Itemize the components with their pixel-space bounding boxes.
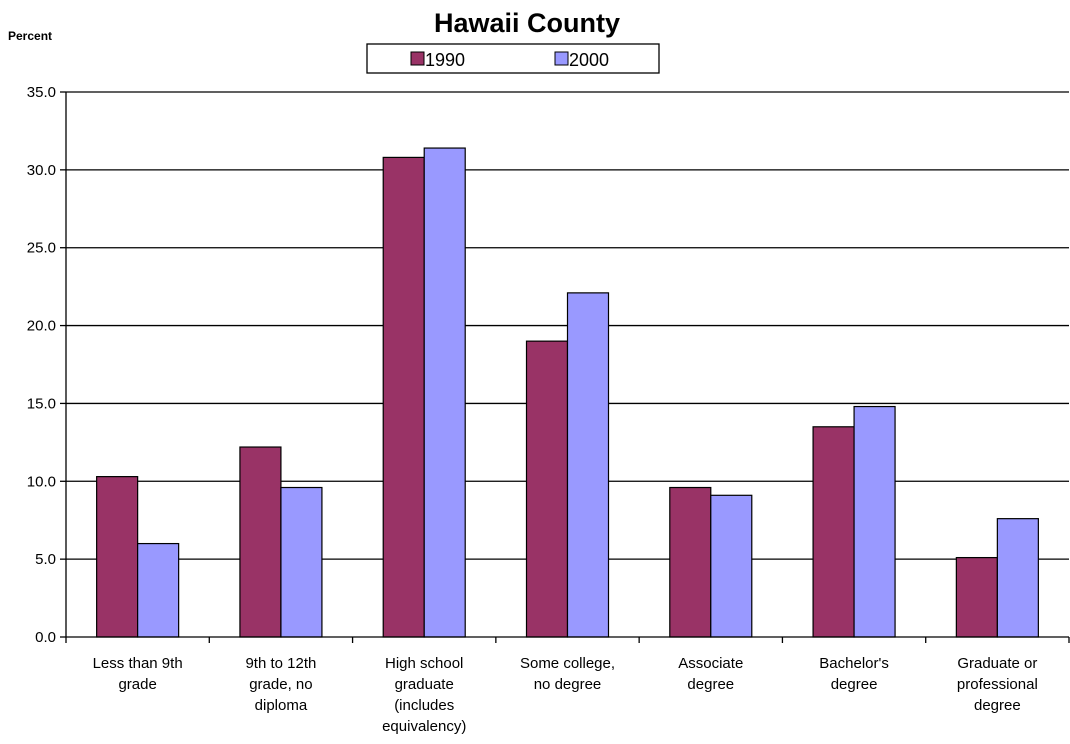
x-category-label: degree [687,676,734,693]
x-category-label: grade [118,676,156,693]
x-category-label: Bachelor's [819,655,889,672]
bar-1990-5 [669,486,712,638]
axes [65,92,1070,643]
bar-1990-3 [382,156,425,638]
y-tick-label: 30.0 [27,162,56,179]
bar-1990-2 [239,446,282,638]
y-tick-label: 10.0 [27,473,56,490]
x-category-label: (includes [394,697,454,714]
y-tick-label: 15.0 [27,395,56,412]
legend-label-2000: 2000 [569,50,609,70]
x-category-label: grade, no [249,676,312,693]
x-category-label: Some college, [520,655,615,672]
x-category-label: Less than 9th [93,655,183,672]
x-category-label: equivalency) [382,718,466,735]
bar-2000-6 [853,405,896,638]
bar-2000-4 [566,292,610,638]
y-axis-label: Percent [8,29,52,43]
bar-2000-7 [996,518,1039,638]
bar-1990-4 [525,340,569,638]
bars [96,147,1039,638]
y-tick-labels: 0.0 5.0 10.0 15.0 20.0 25.0 30.0 35.0 [27,84,56,646]
y-tick-label: 20.0 [27,318,56,335]
bar-1990-6 [812,426,855,638]
bar-2000-2 [280,486,323,638]
y-tick-label: 25.0 [27,240,56,257]
y-tick-label: 5.0 [35,551,56,568]
x-category-label: High school [385,655,463,672]
x-category-label: no degree [534,676,602,693]
x-category-label: degree [831,676,878,693]
x-category-label: degree [974,697,1021,714]
legend: 1990 2000 [366,43,660,74]
bar-2000-1 [137,542,180,638]
x-category-labels: Less than 9th grade 9th to 12th grade, no di… [93,655,1038,735]
y-tick-label: 35.0 [27,84,56,101]
x-category-label: Graduate or [957,655,1037,672]
x-category-label: Associate [678,655,743,672]
chart-title: Hawaii County [434,8,620,38]
bar-1990-1 [96,476,139,638]
bar-2000-5 [710,494,753,638]
legend-swatch-1990 [410,51,425,66]
x-category-label: graduate [395,676,454,693]
x-category-label: 9th to 12th [245,655,316,672]
x-category-label: diploma [255,697,308,714]
bar-1990-7 [955,556,998,638]
x-category-label: professional [957,676,1038,693]
y-tick-label: 0.0 [35,629,56,646]
legend-swatch-2000 [554,51,569,66]
legend-label-1990: 1990 [425,50,465,70]
bar-2000-3 [423,147,466,638]
